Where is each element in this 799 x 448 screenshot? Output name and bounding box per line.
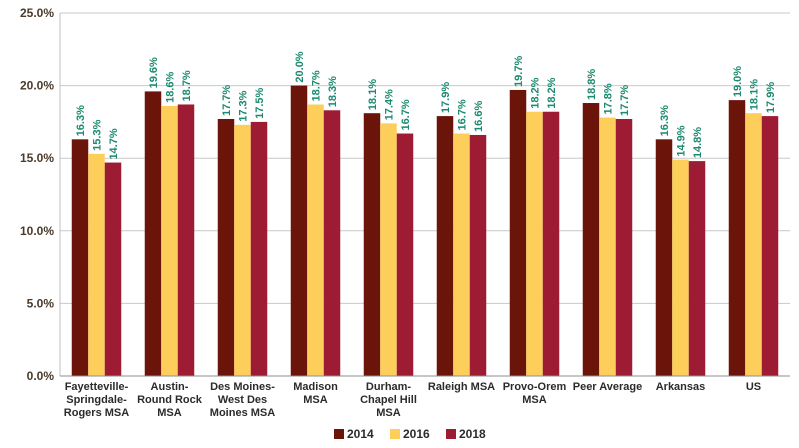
data-label: 18.7% [181, 70, 193, 101]
x-tick-label: Moines MSA [210, 407, 275, 419]
data-label: 15.3% [92, 119, 104, 150]
data-label: 18.6% [165, 72, 177, 103]
x-tick-label: Durham- [366, 381, 412, 393]
data-label: 18.7% [311, 70, 323, 101]
data-label: 16.3% [659, 105, 671, 136]
data-label: 14.9% [676, 125, 688, 156]
x-tick-label: Madison [293, 381, 338, 393]
x-tick-label: Provo-Orem [503, 381, 567, 393]
y-tick-label: 25.0% [20, 6, 54, 20]
x-tick-label: Rogers MSA [64, 407, 129, 419]
bar-2014 [728, 100, 746, 377]
data-label: 17.5% [254, 87, 266, 118]
bar-2016 [380, 123, 397, 377]
bar-2018 [250, 121, 268, 377]
data-label: 14.7% [108, 128, 120, 159]
data-label: 16.3% [75, 105, 87, 136]
bar-2014 [509, 89, 527, 377]
bars [71, 85, 779, 377]
data-label: 17.9% [765, 82, 777, 113]
x-axis: Fayetteville-Springdale-Rogers MSA Austin… [60, 375, 790, 419]
x-tick-label: Chapel Hill [360, 394, 417, 406]
x-tick-label: Peer Average [573, 381, 643, 393]
bar-2016 [526, 111, 543, 377]
data-label: 18.1% [749, 79, 761, 110]
x-tick-label: Round Rock [137, 394, 203, 406]
y-tick-label: 0.0% [27, 369, 55, 383]
x-tick-label: MSA [522, 394, 547, 406]
legend: 2014 2016 2018 [334, 427, 486, 441]
x-tick-label: Des Moines- [210, 381, 275, 393]
bar-2018 [542, 111, 560, 377]
data-label: 16.7% [457, 99, 469, 130]
bar-2014 [217, 118, 235, 376]
legend-label-2018: 2018 [459, 427, 486, 441]
x-tick-label: Austin- [151, 381, 189, 393]
data-label: 20.0% [294, 51, 306, 82]
x-tick-label: MSA [376, 407, 401, 419]
y-axis: 0.0% 5.0% 10.0% 15.0% 20.0% 25.0% [20, 6, 61, 383]
bar-2014 [582, 103, 600, 377]
data-labels: 16.3% 15.3% 14.7% 19.6% 18.6% 18.7% 17.7% 17.3%… [75, 51, 777, 159]
bar-2016 [88, 153, 105, 376]
data-label: 17.4% [384, 89, 396, 120]
data-label: 16.6% [473, 101, 485, 132]
bar-2016 [453, 133, 470, 376]
bar-2018 [469, 134, 487, 376]
bar-2018 [177, 104, 195, 376]
x-tick-label: Arkansas [656, 381, 706, 393]
bar-2016 [672, 159, 689, 376]
bar-2018 [615, 118, 633, 376]
bar-2018 [323, 110, 341, 376]
y-tick-label: 5.0% [27, 296, 55, 310]
y-tick-label: 20.0% [20, 79, 54, 93]
data-label: 19.7% [513, 56, 525, 87]
data-label: 18.2% [546, 77, 558, 108]
bar-2014 [71, 139, 89, 376]
x-tick-label: Springdale- [66, 394, 127, 406]
legend-label-2014: 2014 [347, 427, 374, 441]
data-label: 17.7% [619, 85, 631, 116]
bar-2018 [688, 161, 706, 376]
bar-2014 [144, 91, 162, 377]
bar-2014 [290, 85, 308, 376]
bar-2016 [745, 113, 762, 377]
x-tick-label: West Des [218, 394, 267, 406]
data-label: 17.9% [440, 82, 452, 113]
x-tick-label: MSA [303, 394, 328, 406]
x-tick-label: Fayetteville- [65, 381, 129, 393]
bar-2016 [234, 124, 251, 376]
data-label: 18.2% [530, 77, 542, 108]
data-label: 19.0% [732, 66, 744, 97]
bar-2014 [655, 139, 673, 376]
data-label: 17.3% [238, 90, 250, 121]
bar-2018 [396, 133, 414, 376]
legend-label-2016: 2016 [403, 427, 430, 441]
bar-2018 [104, 162, 122, 376]
x-tick-label: MSA [157, 407, 182, 419]
bar-2014 [436, 116, 454, 376]
legend-swatch-2014 [334, 429, 344, 439]
x-tick-label: US [746, 381, 761, 393]
bar-2016 [161, 105, 178, 376]
y-tick-label: 10.0% [20, 224, 54, 238]
data-label: 19.6% [148, 57, 160, 88]
legend-swatch-2016 [390, 429, 400, 439]
data-label: 18.1% [367, 79, 379, 110]
bar-2014 [363, 113, 381, 377]
x-tick-label: Raleigh MSA [428, 381, 495, 393]
data-label: 18.8% [586, 69, 598, 100]
bar-2018 [761, 116, 779, 376]
data-label: 14.8% [692, 127, 704, 158]
data-label: 16.7% [400, 99, 412, 130]
legend-swatch-2018 [446, 429, 456, 439]
bar-2016 [599, 117, 616, 376]
data-label: 18.3% [327, 76, 339, 107]
data-label: 17.7% [221, 85, 233, 116]
bar-2016 [307, 104, 324, 376]
y-tick-label: 15.0% [20, 151, 54, 165]
data-label: 17.8% [603, 83, 615, 114]
